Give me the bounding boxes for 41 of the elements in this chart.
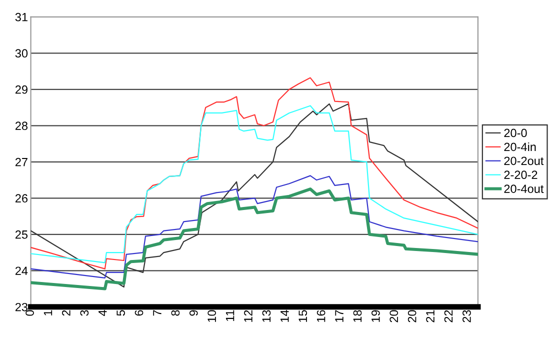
x-tick-label: 3	[80, 310, 89, 316]
x-tick-label: 7	[153, 310, 162, 316]
x-tick-label: 14	[280, 310, 289, 322]
y-tick-label: 28	[15, 122, 28, 130]
legend-label: 20-2out	[504, 156, 544, 166]
legend-label: 20-0	[504, 128, 527, 138]
x-tick-label: 18	[353, 310, 362, 322]
x-tick-label: 22	[444, 310, 453, 322]
x-tick-label: 0	[26, 310, 34, 316]
y-tick-label: 27	[15, 158, 28, 166]
line-series	[30, 188, 478, 290]
y-tick-label: 26	[15, 194, 28, 203]
x-tick-label: 20	[408, 310, 416, 322]
x-tick-label: 21	[426, 310, 434, 322]
line-series	[30, 77, 478, 270]
x-tick-label: 1	[44, 310, 52, 316]
x-tick-label: 23	[462, 310, 471, 322]
x-tick-label: 2	[62, 310, 70, 316]
line-series	[30, 175, 478, 278]
x-tick-label: 12	[244, 310, 252, 322]
x-tick-label: 10	[208, 310, 216, 322]
x-tick-label: 11	[226, 310, 234, 322]
legend-label: 20-4in	[504, 142, 536, 152]
x-tick-label: 6	[134, 310, 144, 316]
legend-label: 20-4out	[504, 184, 544, 193]
x-tick-label: 16	[316, 310, 326, 322]
y-tick-label: 31	[15, 12, 28, 22]
y-tick-label: 29	[15, 85, 28, 94]
legend-label: 2-20-2	[504, 170, 538, 180]
x-tick-label: 5	[116, 310, 125, 316]
x-tick-label: 20	[390, 310, 398, 322]
x-tick-label: 8	[171, 310, 180, 316]
x-tick-label: 4	[98, 310, 107, 316]
x-tick-label: 19	[371, 310, 380, 322]
x-tick-label: 17	[335, 310, 344, 322]
x-tick-label: 9	[189, 310, 198, 316]
x-tick-label: 13	[262, 310, 271, 322]
y-tick-label: 24	[15, 266, 28, 275]
y-tick-label: 25	[15, 230, 28, 239]
x-tick-label: 15	[298, 310, 308, 322]
y-tick-label: 30	[15, 49, 28, 58]
